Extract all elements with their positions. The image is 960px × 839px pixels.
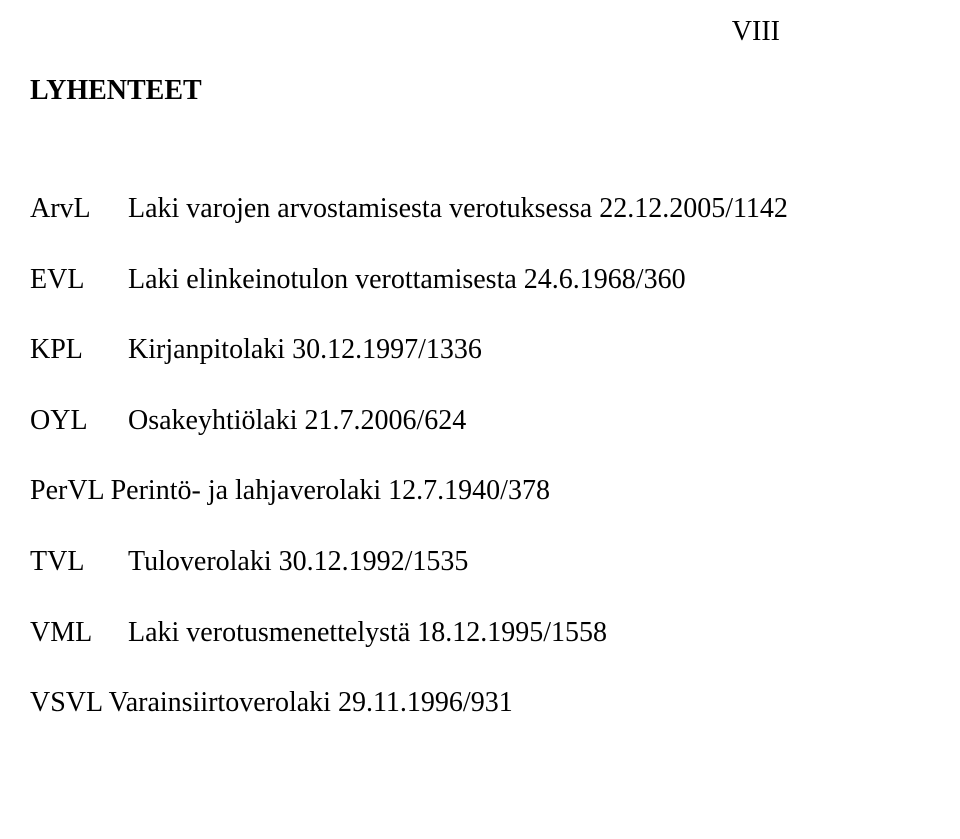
description: Kirjanpitolaki 30.12.1997/1336 xyxy=(128,333,930,367)
abbreviations-heading: LYHENTEET xyxy=(30,75,202,107)
description: Osakeyhtiölaki 21.7.2006/624 xyxy=(128,404,930,438)
abbreviation: KPL xyxy=(30,333,128,367)
abbreviation: OYL xyxy=(30,404,128,438)
list-item: KPL Kirjanpitolaki 30.12.1997/1336 xyxy=(30,333,930,367)
description: Laki varojen arvostamisesta verotuksessa… xyxy=(128,192,930,226)
list-item: PerVL Perintö- ja lahjaverolaki 12.7.194… xyxy=(30,474,930,508)
abbreviation: VML xyxy=(30,616,128,650)
abbreviations-list: ArvL Laki varojen arvostamisesta verotuk… xyxy=(30,192,930,757)
list-item: VML Laki verotusmenettelystä 18.12.1995/… xyxy=(30,616,930,650)
list-item: EVL Laki elinkeinotulon verottamisesta 2… xyxy=(30,263,930,297)
description: Laki verotusmenettelystä 18.12.1995/1558 xyxy=(128,616,930,650)
abbreviation: VSVL xyxy=(30,687,102,718)
abbreviation: ArvL xyxy=(30,192,128,226)
list-item: VSVL Varainsiirtoverolaki 29.11.1996/931 xyxy=(30,686,930,720)
list-item: OYL Osakeyhtiölaki 21.7.2006/624 xyxy=(30,404,930,438)
description-text: Varainsiirtoverolaki 29.11.1996/931 xyxy=(109,687,513,718)
list-item: TVL Tuloverolaki 30.12.1992/1535 xyxy=(30,545,930,579)
document-page: VIII LYHENTEET ArvL Laki varojen arvosta… xyxy=(0,0,960,839)
description-text: Perintö- ja lahjaverolaki 12.7.1940/378 xyxy=(111,475,550,506)
description: Tuloverolaki 30.12.1992/1535 xyxy=(128,545,930,579)
list-item: ArvL Laki varojen arvostamisesta verotuk… xyxy=(30,192,930,226)
description: Laki elinkeinotulon verottamisesta 24.6.… xyxy=(128,263,930,297)
page-number: VIII xyxy=(732,16,780,48)
abbreviation: PerVL xyxy=(30,475,104,506)
abbreviation: EVL xyxy=(30,263,128,297)
abbreviation: TVL xyxy=(30,545,128,579)
